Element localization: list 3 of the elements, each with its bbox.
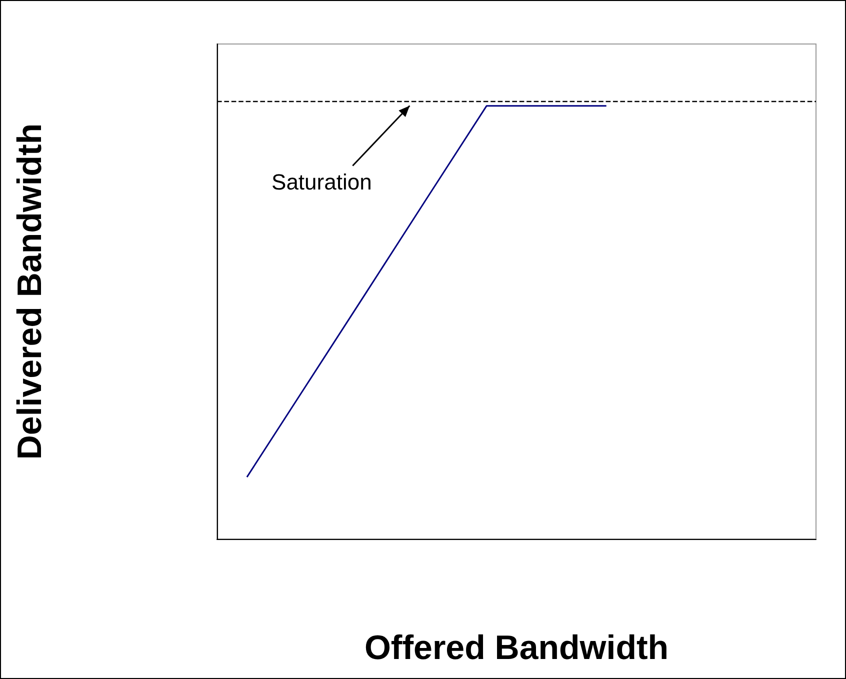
annotation: Saturation (272, 170, 372, 195)
y-axis-title: Delivered Bandwidth (11, 123, 49, 460)
x-axis-title: Offered Bandwidth (364, 629, 669, 667)
